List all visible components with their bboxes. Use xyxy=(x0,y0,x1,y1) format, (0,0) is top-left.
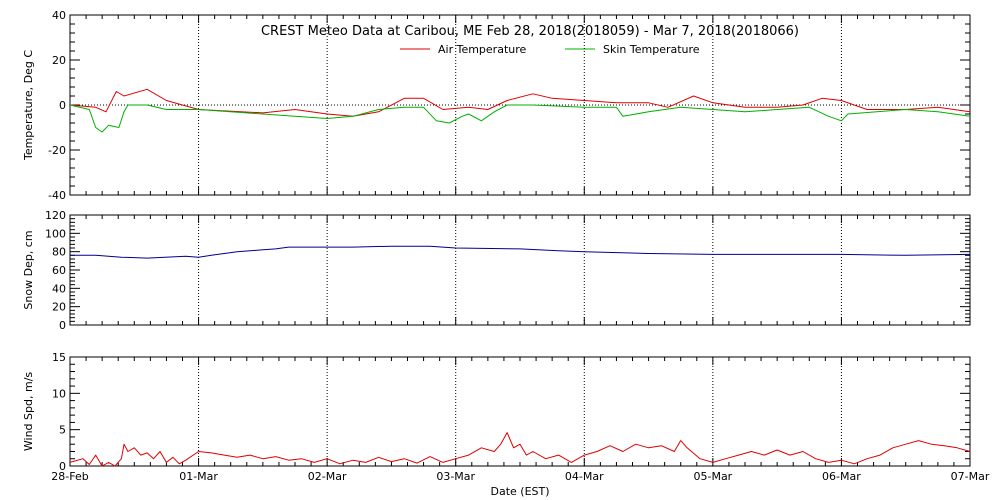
y-axis-title: Snow Dep, cm xyxy=(22,230,35,309)
y-tick-label: 40 xyxy=(52,9,66,22)
x-tick-label: 01-Mar xyxy=(179,470,218,483)
x-tick-label: 03-Mar xyxy=(436,470,475,483)
x-tick-label: 06-Mar xyxy=(822,470,861,483)
y-tick-label: 0 xyxy=(59,99,66,112)
y-tick-label: 60 xyxy=(52,264,66,277)
y-tick-label: 80 xyxy=(52,246,66,259)
plot-frame xyxy=(69,356,971,467)
panel-3: 0 5 10 15 Wind Spd, m/s 28-Feb 01-Mar 02-Mar 03-… xyxy=(22,351,990,483)
legend-label: Air Temperature xyxy=(438,43,527,56)
y-tick-label: 120 xyxy=(45,209,66,222)
y-tick-label: 10 xyxy=(52,387,66,400)
chart-title: CREST Meteo Data at Caribou, ME Feb 28, … xyxy=(261,24,799,39)
legend: Air Temperature Skin Temperature xyxy=(400,43,700,56)
x-tick-label: 28-Feb xyxy=(51,470,88,483)
plot-panels: -40 -20 0 20 40 Temperature, Deg C 0 20 40 60 80 10… xyxy=(22,9,990,483)
y-tick-label: -40 xyxy=(48,189,66,202)
y-tick-label: 15 xyxy=(52,351,66,364)
legend-label: Skin Temperature xyxy=(603,43,700,56)
series-line xyxy=(70,245,971,259)
y-tick-label: 20 xyxy=(52,54,66,67)
series-line xyxy=(69,88,971,117)
y-tick-label: -20 xyxy=(48,144,66,157)
plot-frame xyxy=(69,214,971,326)
y-tick-label: 0 xyxy=(59,319,66,332)
y-tick-label: 40 xyxy=(52,282,66,295)
x-tick-label: 07-Mar xyxy=(951,470,990,483)
panel-1: -40 -20 0 20 40 Temperature, Deg C xyxy=(22,9,971,202)
y-axis-title: Wind Spd, m/s xyxy=(22,372,35,452)
series-line xyxy=(69,432,971,467)
x-tick-label: 02-Mar xyxy=(308,470,347,483)
y-axis-title: Temperature, Deg C xyxy=(22,50,35,161)
x-tick-label: 04-Mar xyxy=(565,470,604,483)
x-tick-label: 05-Mar xyxy=(693,470,732,483)
series-line xyxy=(69,104,971,133)
x-axis-title: Date (EST) xyxy=(490,485,549,498)
y-tick-label: 20 xyxy=(52,301,66,314)
y-tick-label: 0 xyxy=(59,460,66,473)
y-tick-label: 5 xyxy=(59,424,66,437)
panel-2: 0 20 40 60 80 100 120 Snow Dep, cm xyxy=(22,209,971,332)
y-tick-label: 100 xyxy=(45,227,66,240)
